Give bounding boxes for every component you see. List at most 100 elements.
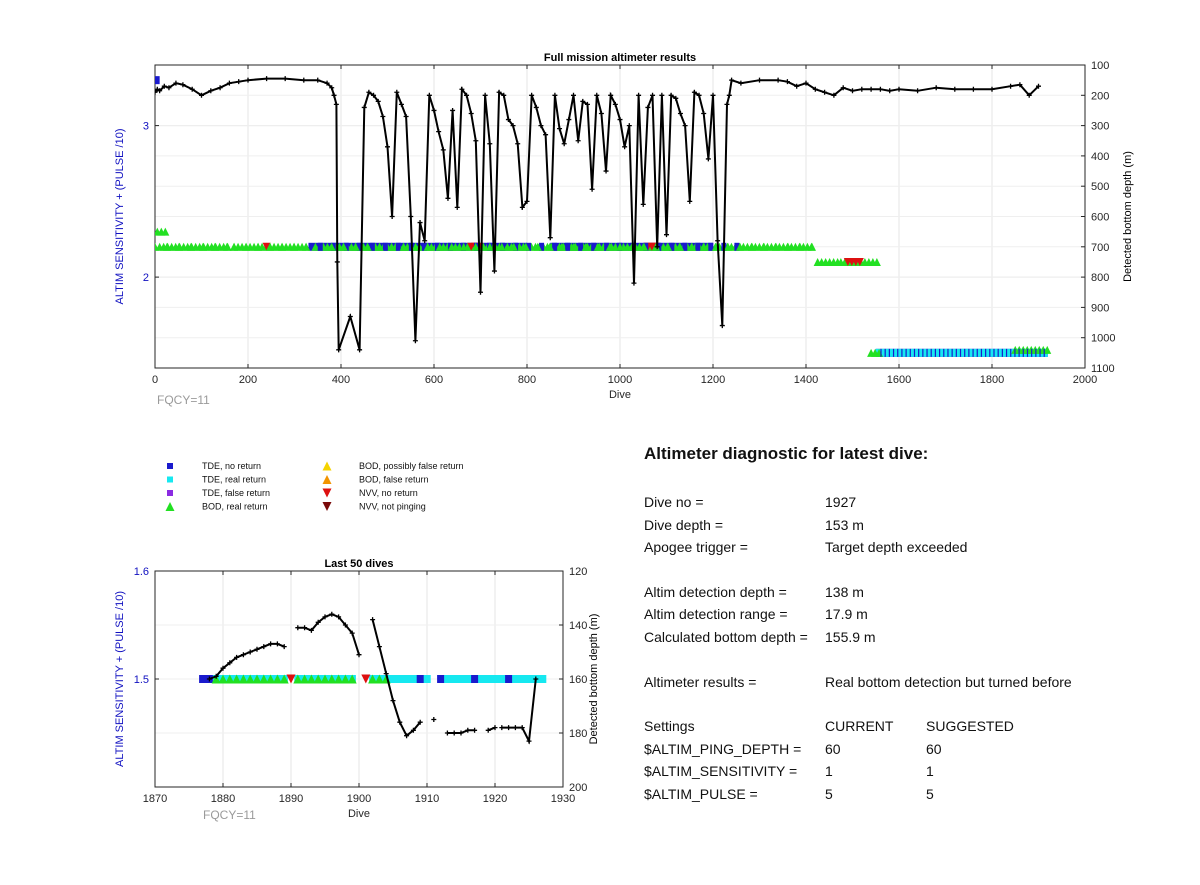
bottom-depth-point [705,156,711,162]
dive-info-row: Dive no = 1927 [644,494,1184,517]
bod-marker [760,242,768,251]
bod-real-return-marker [238,674,248,684]
bottom-depth-point [281,644,287,650]
bottom-depth-point [575,138,581,144]
bottom-depth-point [664,232,669,238]
altim-info-row: Calculated bottom depth = 155.9 m [644,629,1184,652]
bottom-depth-point [822,89,828,95]
bottom-depth-point [566,117,572,123]
bottom-depth-point [896,86,902,92]
bottom-depth-point [989,86,995,92]
bottom-depth-point [410,727,416,733]
y-right-tick-label: 200 [569,782,587,794]
tde-no-return-marker [437,675,445,683]
bottom-depth-point [603,168,609,174]
tde-no-return-mark [1018,348,1020,357]
tde-no-return-mark [959,348,962,357]
chart-title: Full mission altimeter results [544,52,696,64]
tde-no-return-mark [976,348,978,357]
bod-real-return-marker [211,674,221,684]
legend-marker-triangle [322,488,332,498]
tde-no-return-mark [591,242,597,251]
legend-marker-triangle [322,461,332,471]
tde-no-return-mark [930,348,932,357]
bottom-depth-point [533,104,539,110]
bod-real-return-marker [334,674,344,684]
tde-no-return-mark [888,348,890,357]
tde-no-return-mark [1031,348,1033,357]
bottom-depth-point [440,147,446,153]
tde-no-return-mark [955,348,957,357]
bottom-depth-point [519,204,525,210]
bottom-depth-point [622,144,628,150]
y-right-tick-label: 500 [1091,181,1109,193]
setting-label: $ALTIM_PING_DEPTH = [644,740,802,757]
bod-marker [772,242,780,251]
tde-no-return-mark [897,348,899,357]
bottom-depth-point [180,82,186,88]
bottom-depth-point [329,611,335,617]
bottom-depth-point [199,92,204,98]
bottom-depth-point [831,92,837,98]
x-tick-label: 200 [239,374,257,386]
tde-no-return-mark [997,348,999,357]
tde-no-return-mark [434,242,440,251]
bottom-depth-point [915,88,921,94]
y-right-tick-label: 900 [1091,302,1109,314]
bottom-depth-point [155,89,158,95]
bod-marker [688,242,696,251]
bottom-depth-point [465,727,471,733]
bod-real-return-marker [252,674,262,684]
bottom-depth-point [491,268,497,274]
bottom-depth-point [933,85,939,91]
bod-marker [155,242,159,251]
legend-label: BOD, possibly false return [359,461,464,471]
bod-marker [302,242,311,251]
bottom-depth-point [682,123,688,129]
legend-label: TDE, no return [202,461,261,471]
dive-info-row: Dive depth = 153 m [644,517,1184,540]
altim-info-value: 155.9 m [825,628,876,645]
bottom-depth-point [472,727,478,733]
bottom-depth-point [757,77,762,83]
bottom-depth-point [512,725,518,731]
bottom-depth-point [342,622,348,628]
bottom-depth-point [161,83,167,89]
y-tick-label: 1.6 [134,566,149,578]
tde-real-return-marker [450,675,458,683]
bottom-depth-point [315,77,321,83]
tde-no-return-mark [382,242,388,251]
tde-no-return-mark [708,242,714,251]
tde-real-return-marker [389,675,397,683]
tde-no-return-mark [1005,348,1008,357]
bottom-depth-point [608,92,614,98]
bod-marker [736,242,744,251]
bottom-depth-point [724,101,730,107]
bod-marker [521,242,530,251]
bottom-depth-point [492,725,498,731]
bod-marker [485,242,494,251]
y-right-tick-label: 1100 [1091,363,1115,375]
setting-current: 60 [825,740,841,757]
bottom-depth-point [412,338,418,344]
altim-info-label: Altim detection depth = [644,583,787,600]
bod-real-return-marker [266,674,276,684]
bod-marker [545,242,554,251]
bottom-depth-point [715,238,721,244]
bod-marker [569,242,578,251]
legend: TDE, no return TDE, real return TDE, false… [165,461,464,512]
bottom-depth-point [840,85,846,91]
bottom-depth-point [687,198,693,204]
setting-suggested: 60 [926,740,942,757]
bod-real-return-marker [300,674,310,684]
bottom-depth-point [478,289,483,295]
tde-real-return-marker [443,675,452,683]
bottom-depth-point [431,717,437,722]
bottom-depth-point [445,195,451,201]
bod-marker [872,257,881,266]
bod-marker [199,242,207,251]
y-right-tick-label: 400 [1091,151,1109,163]
dive-info-value: Target depth exceeded [825,539,968,556]
bottom-depth-point [295,625,301,631]
altim-info-value: 138 m [825,583,864,600]
